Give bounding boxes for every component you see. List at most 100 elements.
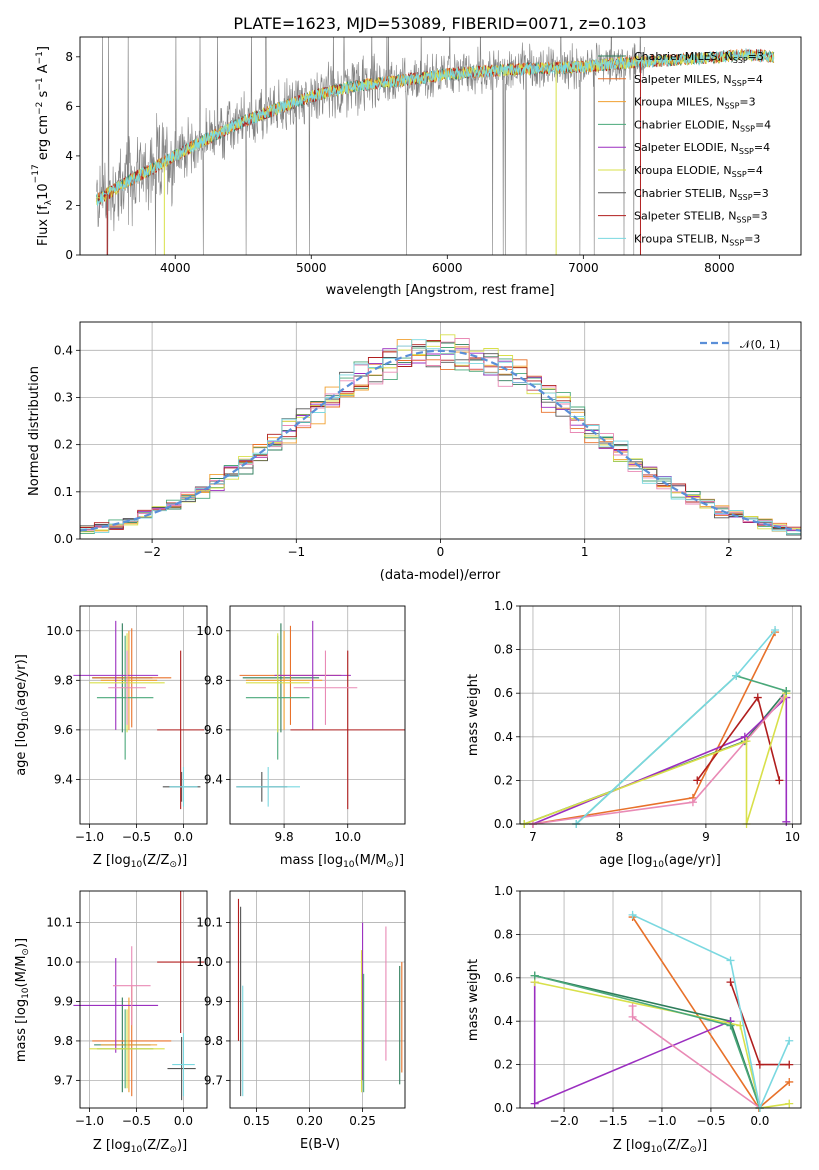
x-tick-label: 0.25 — [349, 1114, 376, 1128]
legend-sub: SSP — [729, 238, 744, 247]
label-part: 10 — [21, 711, 31, 723]
legend-entry: Kroupa ELODIE, NSSP=4 — [634, 164, 763, 179]
legend-entry: Salpeter ELODIE, NSSP=4 — [634, 141, 770, 156]
x-tick-label: 10.0 — [334, 830, 361, 844]
label-part: )] — [14, 938, 29, 948]
label-part: mass [log — [280, 853, 343, 868]
label-part: (age/yr)] — [14, 654, 29, 711]
label-part: Z [log — [93, 853, 131, 868]
x-tick-label: 0 — [437, 545, 445, 559]
weight-marker — [726, 1021, 735, 1030]
label-part: ⊙ — [169, 1145, 177, 1155]
y-label-part: A — [36, 64, 51, 77]
legend-base: Kroupa STELIB, N — [634, 232, 729, 245]
weight-vs-z-frame — [519, 890, 802, 1109]
label-part: )] — [697, 1138, 707, 1153]
weight-marker — [785, 1036, 794, 1045]
x-tick-label: −1.5 — [598, 1114, 627, 1128]
x-tick-label: 5000 — [296, 261, 327, 275]
weight-vs-z-axes: −2.0 −1.5 −1.0 −0.5 0.0 0.0 0.2 0.4 0.6 0.8 1.0 — [494, 884, 801, 1128]
legend-entry: Kroupa STELIB, NSSP=3 — [634, 232, 760, 247]
x-tick-label: 4000 — [160, 261, 191, 275]
weight-marker — [530, 1099, 539, 1108]
y-tick-label: 9.8 — [54, 1034, 73, 1048]
label-part: (M/M — [355, 853, 387, 868]
weight-marker — [726, 978, 735, 987]
label-part: )] — [177, 1138, 187, 1153]
legend-tail: =3 — [748, 50, 764, 63]
weight-age-x-label: age [log10(age/yr)] — [599, 853, 721, 870]
y-label-part: erg cm — [36, 115, 51, 164]
y-tick-label: 9.8 — [54, 673, 73, 687]
age-vs-mass-axes: 9.8 10.0 9.4 9.6 9.8 10.0 — [196, 606, 405, 844]
weight-marker — [732, 671, 741, 680]
legend-tail: =3 — [739, 96, 755, 109]
y-tick-label: 9.7 — [54, 1073, 73, 1087]
y-label-part: −1 — [35, 51, 45, 64]
residuals-y-label: Normed distribution — [27, 366, 42, 496]
y-tick-label: 9.9 — [54, 994, 73, 1008]
x-tick-label: −1.0 — [75, 1114, 104, 1128]
x-tick-label: 10 — [785, 830, 800, 844]
weight-vs-age-axes: 7 8 9 10 0.0 0.2 0.4 0.6 0.8 1.0 — [494, 599, 801, 844]
y-tick-label: 1.0 — [494, 884, 513, 898]
y-tick-label: 2 — [65, 198, 73, 212]
residuals-x-label: (data-model)/error — [380, 568, 501, 583]
spectrum-axes: 4000 5000 6000 7000 8000 0 2 4 6 8 — [65, 50, 734, 275]
weight-series — [534, 974, 761, 1109]
age-vs-z-frame — [79, 605, 208, 825]
y-tick-label: 9.6 — [54, 723, 73, 737]
y-tick-label: 10.0 — [196, 955, 223, 969]
y-tick-label: 0.2 — [494, 773, 513, 787]
weight-vs-z-lines — [530, 910, 794, 1112]
y-tick-label: 0.6 — [494, 971, 513, 985]
weight-series — [632, 914, 791, 1111]
y-tick-label: 9.8 — [204, 1034, 223, 1048]
age-vs-z-points — [73, 620, 205, 810]
weight-series — [575, 629, 776, 825]
weight-vs-age-frame — [519, 605, 802, 825]
legend-tail: =3 — [753, 187, 769, 200]
legend-tail: =3 — [744, 232, 760, 245]
weight-marker — [785, 1077, 794, 1086]
weight-z-x-label: Z [log10(Z/Z⊙)] — [613, 1138, 707, 1155]
normal-curve — [80, 349, 801, 532]
spectrum-plot — [95, 37, 775, 255]
legend-sub: SSP — [724, 102, 739, 111]
residuals-axes: −2 −1 0 1 2 0.0 0.1 0.2 0.3 0.4 — [54, 322, 801, 559]
age-vs-mass-frame — [229, 605, 406, 825]
y-tick-label: 0.8 — [494, 927, 513, 941]
x-tick-label: 2 — [725, 545, 733, 559]
weight-marker — [782, 687, 791, 696]
weight-marker — [771, 625, 780, 634]
legend-entry: Chabrier MILES, NSSP=3 — [634, 50, 764, 65]
weight-marker — [688, 798, 697, 807]
y-tick-label: 9.9 — [204, 994, 223, 1008]
y-tick-label: 0.4 — [494, 730, 513, 744]
y-tick-label: 1.0 — [494, 599, 513, 613]
age-mass-x-label: mass [log10(M/M⊙)] — [280, 853, 404, 870]
weight-marker — [693, 776, 702, 785]
legend-tail: =4 — [747, 73, 763, 86]
legend-base: Kroupa MILES, N — [634, 96, 724, 109]
age-vs-z-axes: −1.0 −0.5 0.0 9.4 9.6 9.8 10.0 — [46, 606, 207, 844]
weight-z-y-label: mass weight — [466, 959, 481, 1041]
y-tick-label: 0.8 — [494, 643, 513, 657]
spectrum-frame — [79, 36, 802, 256]
legend-sub: SSP — [739, 147, 754, 156]
legend-tail: =4 — [754, 141, 770, 154]
label-part: age [log — [599, 853, 652, 868]
legend-sub: SSP — [732, 79, 747, 88]
y-tick-label: 10.0 — [46, 955, 73, 969]
observed-spectrum — [96, 37, 645, 255]
x-tick-label: 0.20 — [296, 1114, 323, 1128]
legend-base: Salpeter STELIB, N — [634, 210, 736, 223]
y-label-part: s — [36, 90, 51, 101]
y-tick-label: 9.8 — [204, 673, 223, 687]
x-tick-label: 8000 — [704, 261, 735, 275]
label-part: (Z/Z — [662, 1138, 689, 1153]
mass-vs-ebv-frame — [229, 890, 406, 1109]
y-tick-label: 6 — [65, 99, 73, 113]
legend-sub: SSP — [732, 170, 747, 179]
legend-base: Salpeter ELODIE, N — [634, 141, 739, 154]
